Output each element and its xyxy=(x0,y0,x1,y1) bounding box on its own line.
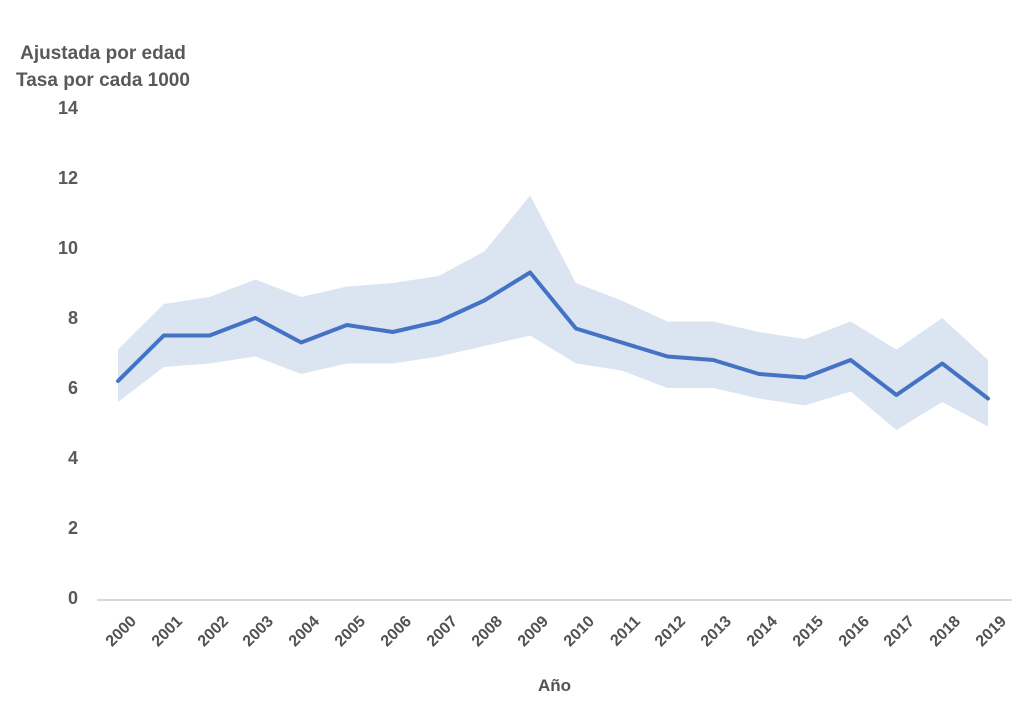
y-tick-12: 12 xyxy=(57,168,78,188)
x-axis-title: Año xyxy=(537,676,572,695)
y-tick-6: 6 xyxy=(67,378,78,398)
y-tick-4: 4 xyxy=(67,448,78,468)
y-tick-14: 14 xyxy=(57,98,78,118)
y-axis-title: Ajustada por edad Tasa por cada 1000 xyxy=(0,40,206,94)
confidence-band xyxy=(118,195,989,430)
y-tick-0: 0 xyxy=(67,588,78,608)
rate-line xyxy=(116,270,991,401)
y-axis-title-line2: Tasa por cada 1000 xyxy=(16,70,190,91)
y-tick-10: 10 xyxy=(57,238,78,258)
y-tick-2: 2 xyxy=(67,518,78,538)
y-axis-title-line1: Ajustada por edad xyxy=(20,43,186,64)
y-tick-8: 8 xyxy=(67,308,78,328)
